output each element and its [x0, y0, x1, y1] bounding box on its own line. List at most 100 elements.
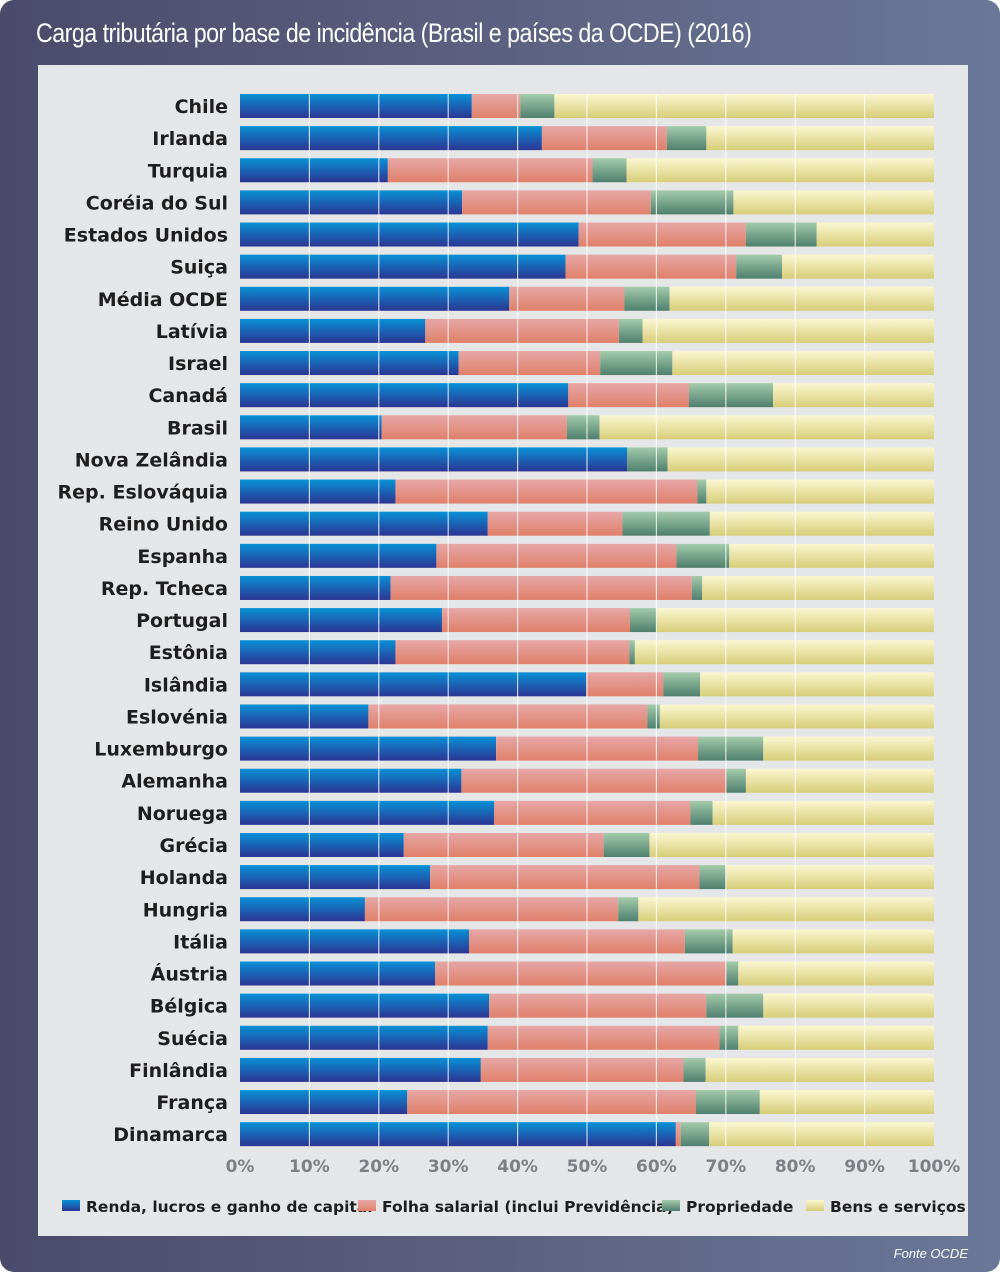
bar-segment-propriedade — [520, 94, 555, 118]
bar-segment-bens — [634, 640, 934, 665]
legend-label: Folha salarial (inclui Previdência) — [382, 1198, 674, 1216]
bar-segment-propriedade — [736, 254, 783, 279]
x-tick-label: 60% — [636, 1157, 677, 1177]
bar-segment-propriedade — [676, 543, 730, 568]
bar-segment-bens — [816, 222, 934, 247]
bar-segment-folha — [407, 1090, 696, 1115]
category-label: Alemanha — [121, 771, 228, 793]
category-label: Luxemburgo — [94, 739, 228, 761]
bar-segment-folha — [436, 543, 677, 568]
category-label: Israel — [168, 353, 228, 375]
bar-segment-bens — [706, 126, 934, 151]
category-label: Chile — [175, 96, 228, 118]
bar-segment-folha — [509, 286, 625, 311]
category-label: Holanda — [140, 867, 228, 889]
legend-label: Bens e serviços — [830, 1198, 966, 1216]
bar-segment-folha — [568, 383, 690, 408]
bar-segment-renda — [240, 993, 490, 1018]
legend-swatch — [62, 1200, 80, 1211]
bar-segment-propriedade — [603, 832, 650, 857]
bar-segment-propriedade — [698, 736, 764, 761]
bar-segment-bens — [709, 511, 934, 536]
bar-segment-renda — [240, 318, 426, 343]
x-tick-label: 80% — [775, 1157, 816, 1177]
bar-segment-propriedade — [699, 865, 726, 890]
legend-label: Propriedade — [686, 1198, 793, 1216]
bar-segment-bens — [738, 961, 934, 986]
category-label: Espanha — [137, 546, 228, 568]
bar-segment-folha — [565, 254, 737, 279]
x-tick-label: 70% — [705, 1157, 746, 1177]
bar-segment-renda — [240, 447, 628, 472]
bar-segment-propriedade — [630, 608, 657, 633]
x-tick-label: 10% — [289, 1157, 330, 1177]
bar-segment-propriedade — [684, 929, 733, 954]
bar-segment-folha — [458, 351, 601, 376]
category-label: Brasil — [167, 417, 228, 439]
bar-segment-bens — [626, 158, 934, 183]
category-label: Grécia — [160, 835, 228, 857]
bar-segment-folha — [578, 222, 746, 247]
category-label: Canadá — [148, 385, 228, 407]
bar-segment-renda — [240, 640, 396, 665]
bar-segment-bens — [672, 351, 934, 376]
bar-segment-renda — [240, 254, 566, 279]
bar-segment-folha — [425, 318, 619, 343]
bar-segment-renda — [240, 126, 542, 151]
bar-segment-folha — [480, 1057, 684, 1082]
category-label: Finlândia — [129, 1060, 228, 1082]
chart-title: Carga tributária por base de incidência … — [36, 18, 752, 48]
bar-segment-renda — [240, 479, 396, 504]
bar-segment-propriedade — [650, 190, 734, 215]
bar-segment-bens — [667, 447, 934, 472]
x-tick-label: 0% — [226, 1157, 255, 1177]
bar-segment-folha — [487, 511, 623, 536]
category-label: Dinamarca — [113, 1124, 228, 1146]
bar-segment-renda — [240, 1090, 408, 1115]
bar-segment-bens — [733, 190, 934, 215]
bar-segment-propriedade — [647, 704, 660, 729]
bar-segment-renda — [240, 575, 391, 600]
bar-segment-bens — [763, 993, 934, 1018]
category-label: Estados Unidos — [64, 225, 228, 247]
bar-segment-propriedade — [726, 768, 746, 793]
bar-segment-propriedade — [690, 800, 713, 825]
bar-segment-folha — [496, 736, 699, 761]
bar-segment-renda — [240, 929, 470, 954]
bar-segment-propriedade — [691, 575, 703, 600]
bar-segment-propriedade — [695, 1090, 760, 1115]
legend-swatch — [806, 1200, 824, 1211]
bar-segment-folha — [403, 832, 604, 857]
bar-segment-propriedade — [683, 1057, 706, 1082]
category-label: Média OCDE — [98, 289, 228, 311]
bar-segment-folha — [435, 961, 727, 986]
legend-swatch — [662, 1200, 680, 1211]
bar-segment-bens — [782, 254, 934, 279]
bar-segment-propriedade — [719, 1025, 739, 1050]
bar-segment-folha — [390, 575, 692, 600]
source-note: Fonte OCDE — [893, 1246, 968, 1261]
bar-segment-bens — [659, 704, 934, 729]
bar-segment-propriedade — [627, 447, 668, 472]
category-label: Rep. Tcheca — [101, 578, 228, 600]
bar-segment-propriedade — [706, 993, 764, 1018]
bar-segment-bens — [700, 672, 934, 697]
bar-segment-folha — [489, 993, 707, 1018]
bar-segment-renda — [240, 351, 459, 376]
bar-segment-bens — [763, 736, 934, 761]
bar-segment-folha — [441, 608, 631, 633]
bar-segment-propriedade — [689, 383, 773, 408]
category-label: Eslovénia — [126, 706, 228, 728]
bar-segment-folha — [395, 479, 698, 504]
bar-segment-propriedade — [726, 961, 739, 986]
bar-segment-renda — [240, 736, 497, 761]
category-label: Islândia — [144, 674, 228, 696]
bar-segment-renda — [240, 768, 462, 793]
category-label: Áustria — [151, 963, 228, 986]
bar-segment-propriedade — [680, 1122, 710, 1147]
bar-segment-folha — [395, 640, 630, 665]
category-label: Latívia — [156, 321, 228, 343]
bar-segment-bens — [638, 897, 934, 922]
category-label: Estônia — [149, 642, 228, 664]
